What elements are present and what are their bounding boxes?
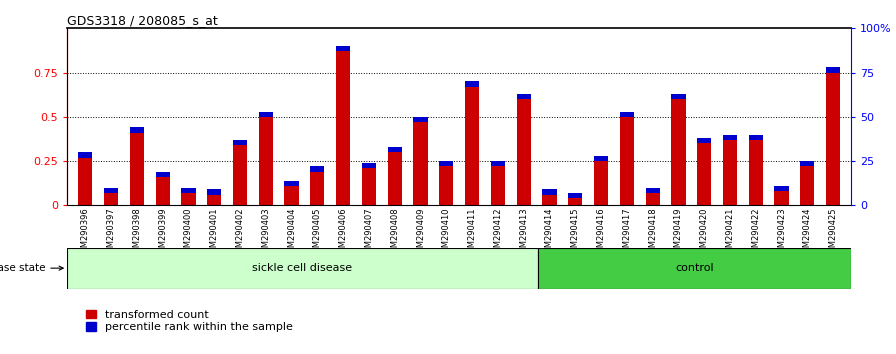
Bar — [517, 94, 530, 205]
Bar — [104, 188, 118, 193]
Text: GSM290410: GSM290410 — [442, 207, 451, 258]
Bar — [800, 161, 814, 205]
Bar — [310, 166, 324, 172]
Text: GSM290418: GSM290418 — [648, 207, 657, 258]
Bar — [749, 135, 762, 205]
Text: sickle cell disease: sickle cell disease — [253, 263, 352, 273]
Text: GSM290399: GSM290399 — [158, 207, 168, 258]
Bar — [620, 112, 634, 205]
Bar — [594, 156, 608, 161]
Bar — [568, 193, 582, 198]
Bar — [774, 186, 788, 205]
Text: GSM290425: GSM290425 — [829, 207, 838, 258]
Bar — [538, 248, 851, 289]
Bar — [207, 189, 221, 195]
Bar — [697, 138, 711, 143]
Text: GSM290404: GSM290404 — [287, 207, 296, 258]
Bar — [723, 135, 737, 205]
Bar — [542, 189, 556, 195]
Bar — [181, 188, 195, 205]
Text: GSM290422: GSM290422 — [751, 207, 761, 258]
Text: GSM290409: GSM290409 — [416, 207, 425, 258]
Bar — [78, 152, 92, 158]
Bar — [156, 172, 169, 177]
Bar — [207, 189, 221, 205]
Bar — [362, 163, 376, 205]
Bar — [671, 94, 685, 99]
Bar — [749, 135, 762, 140]
Bar — [568, 193, 582, 205]
Text: GSM290413: GSM290413 — [519, 207, 528, 258]
Text: GSM290411: GSM290411 — [468, 207, 477, 258]
Bar — [542, 189, 556, 205]
Bar — [413, 117, 427, 205]
Text: disease state: disease state — [0, 263, 64, 273]
Bar — [233, 140, 247, 145]
Bar — [67, 248, 538, 289]
Bar — [284, 181, 298, 186]
Bar — [491, 161, 505, 205]
Text: GSM290406: GSM290406 — [339, 207, 348, 258]
Text: GSM290398: GSM290398 — [133, 207, 142, 258]
Text: GSM290412: GSM290412 — [494, 207, 503, 258]
Text: GSM290415: GSM290415 — [571, 207, 580, 258]
Bar — [284, 181, 298, 205]
Bar — [130, 127, 144, 205]
Bar — [645, 188, 659, 205]
Text: GSM290424: GSM290424 — [803, 207, 812, 258]
Bar — [388, 147, 401, 205]
Bar — [310, 166, 324, 205]
Text: GSM290421: GSM290421 — [726, 207, 735, 258]
Text: GSM290419: GSM290419 — [674, 207, 683, 258]
Bar — [233, 140, 247, 205]
Text: GSM290417: GSM290417 — [623, 207, 632, 258]
Bar — [774, 186, 788, 191]
Text: GSM290414: GSM290414 — [545, 207, 554, 258]
Bar — [336, 46, 350, 205]
Text: GSM290402: GSM290402 — [236, 207, 245, 258]
Text: GSM290416: GSM290416 — [597, 207, 606, 258]
Text: GSM290400: GSM290400 — [184, 207, 193, 258]
Text: GSM290408: GSM290408 — [391, 207, 400, 258]
Bar — [78, 152, 92, 205]
Bar — [362, 163, 376, 168]
Text: GSM290405: GSM290405 — [313, 207, 322, 258]
Text: GSM290403: GSM290403 — [262, 207, 271, 258]
Bar — [439, 161, 453, 166]
Text: GSM290423: GSM290423 — [777, 207, 786, 258]
Bar — [439, 161, 453, 205]
Bar — [156, 172, 169, 205]
Text: GSM290397: GSM290397 — [107, 207, 116, 258]
Bar — [465, 81, 479, 205]
Bar — [517, 94, 530, 99]
Bar — [259, 112, 273, 117]
Bar — [388, 147, 401, 152]
Bar — [413, 117, 427, 122]
Legend: transformed count, percentile rank within the sample: transformed count, percentile rank withi… — [86, 310, 293, 332]
Bar — [645, 188, 659, 193]
Bar — [181, 188, 195, 193]
Bar — [697, 138, 711, 205]
Text: GSM290396: GSM290396 — [81, 207, 90, 258]
Bar — [826, 67, 840, 205]
Text: GSM290401: GSM290401 — [210, 207, 219, 258]
Bar — [130, 127, 144, 133]
Bar — [465, 81, 479, 87]
Bar — [800, 161, 814, 166]
Bar — [104, 188, 118, 205]
Bar — [259, 112, 273, 205]
Bar — [620, 112, 634, 117]
Text: GSM290420: GSM290420 — [700, 207, 709, 258]
Bar — [336, 46, 350, 51]
Text: GSM290407: GSM290407 — [365, 207, 374, 258]
Bar — [826, 67, 840, 73]
Bar — [594, 156, 608, 205]
Bar — [671, 94, 685, 205]
Text: GDS3318 / 208085_s_at: GDS3318 / 208085_s_at — [67, 14, 218, 27]
Bar — [491, 161, 505, 166]
Bar — [723, 135, 737, 140]
Text: control: control — [675, 263, 714, 273]
